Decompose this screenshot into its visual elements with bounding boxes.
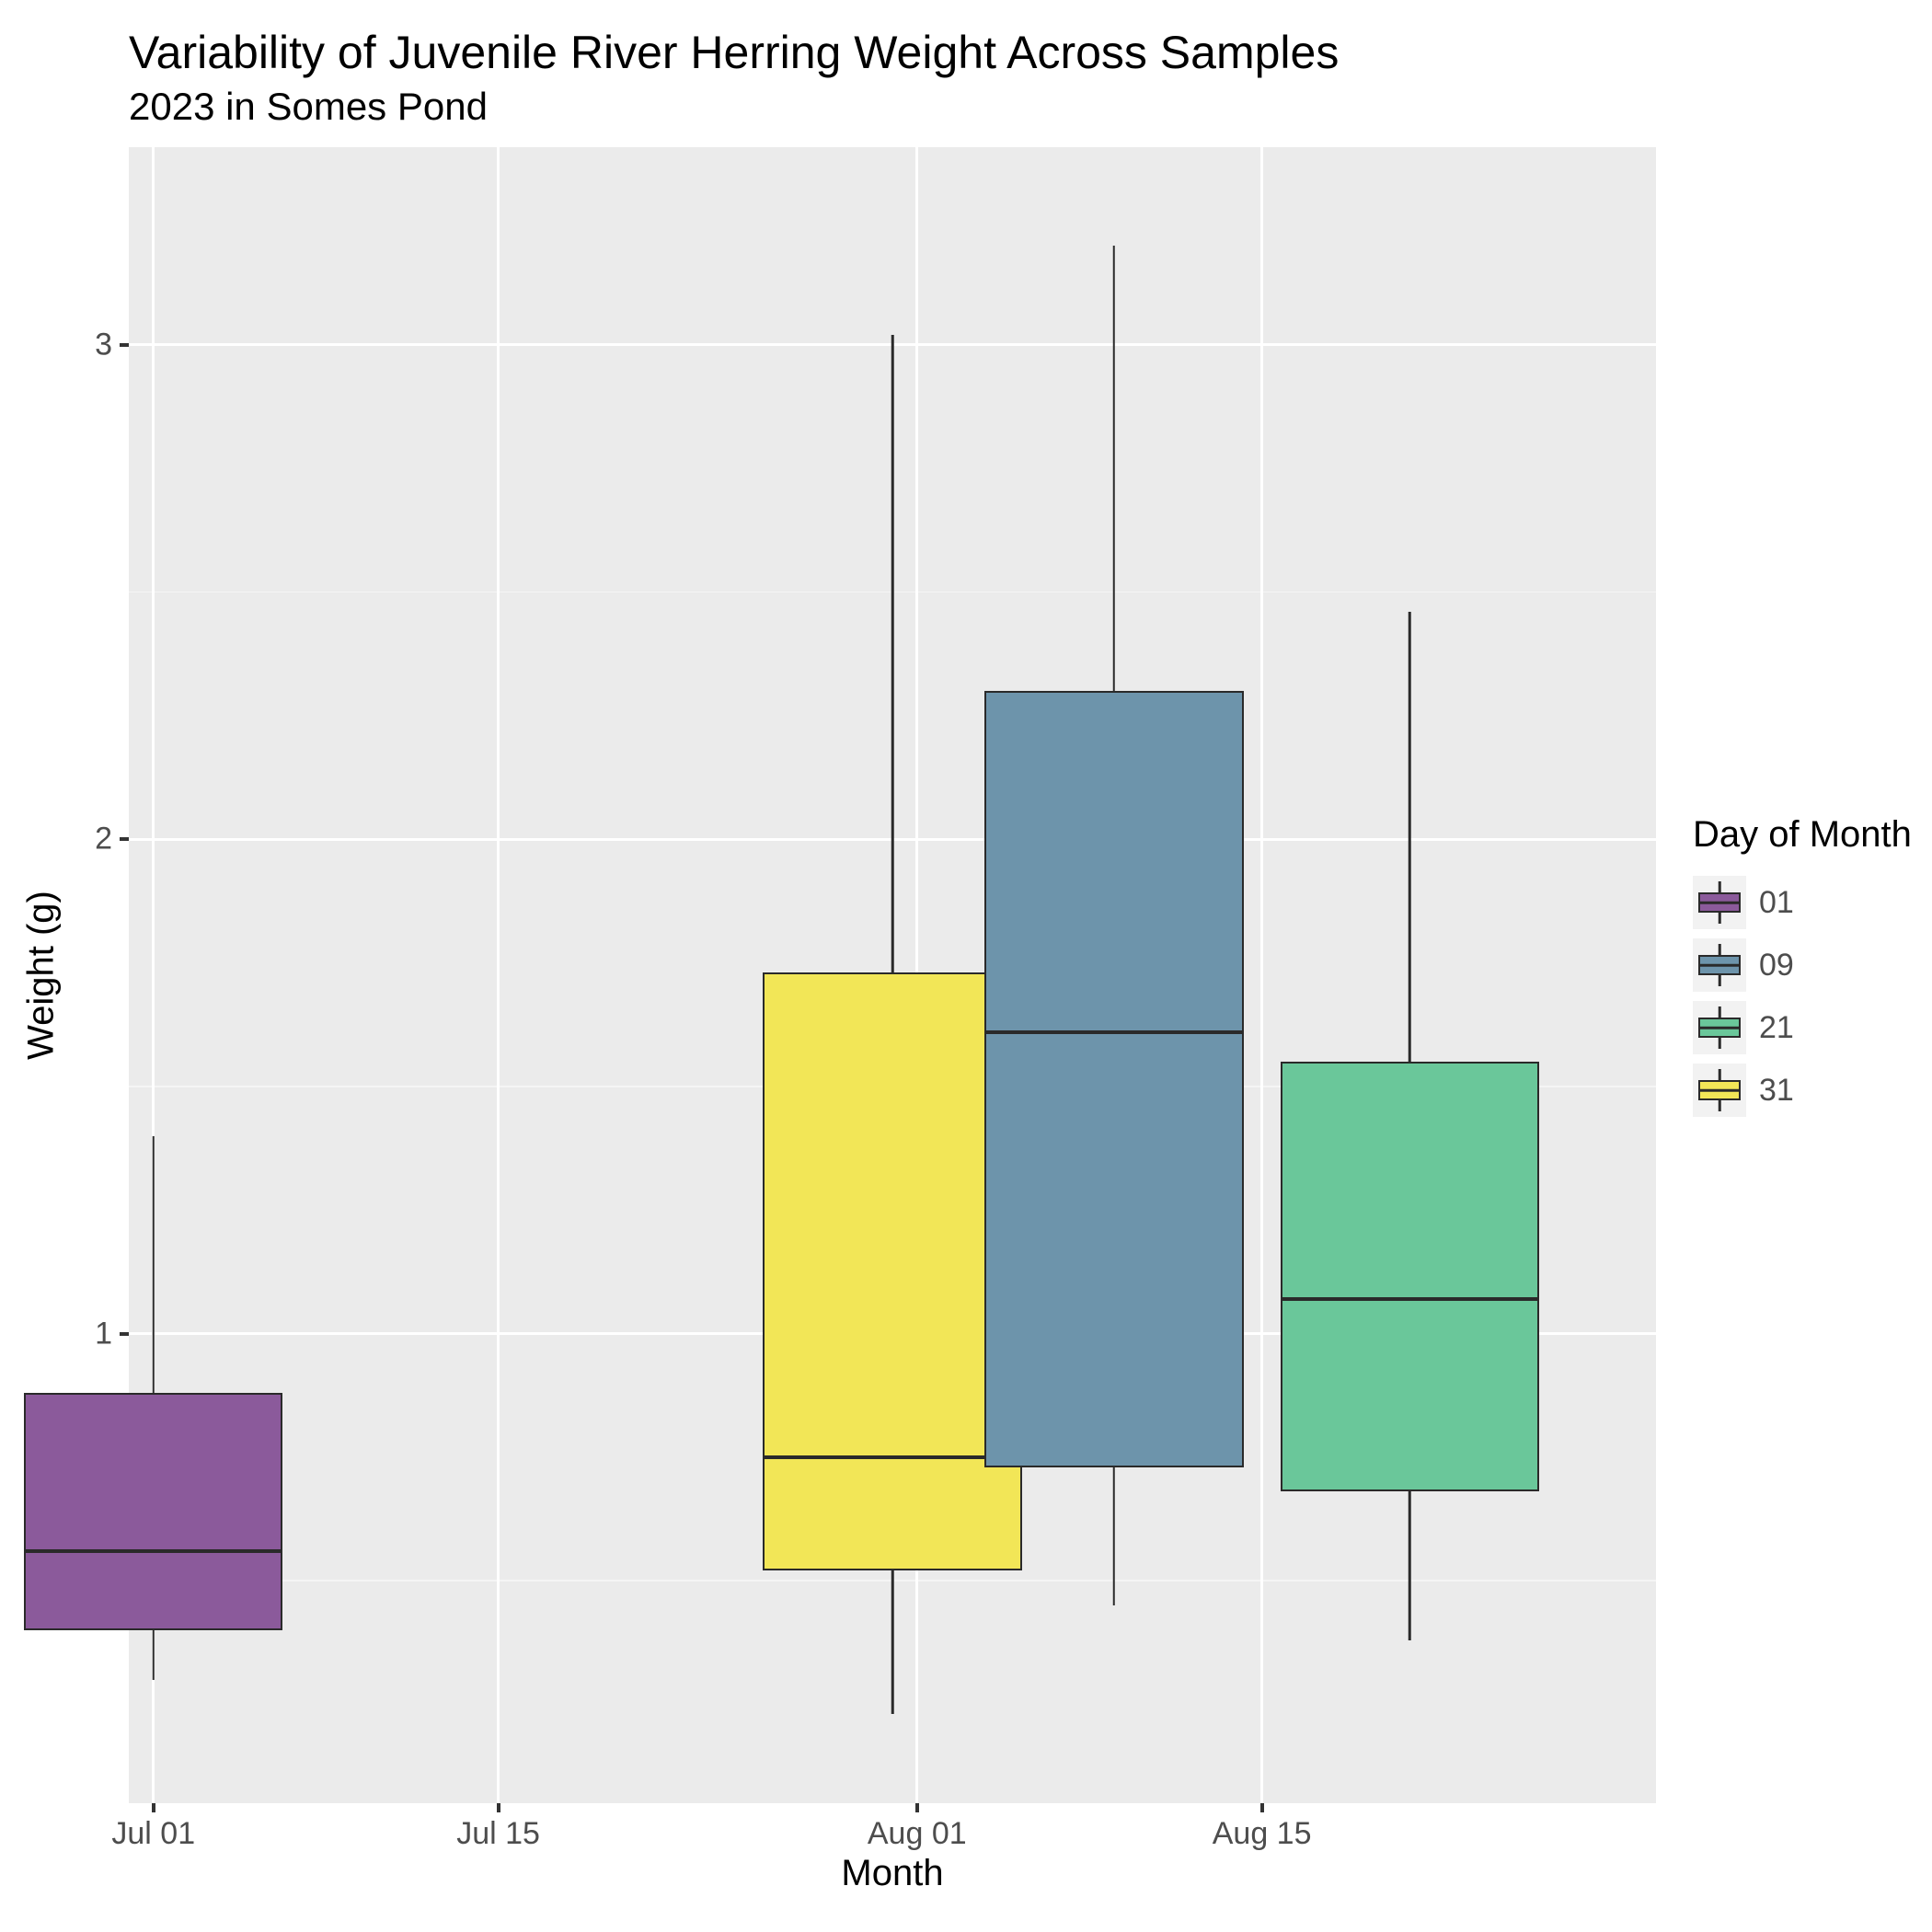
- y-tick-label: 1: [85, 1316, 112, 1351]
- x-tick-label: Jul 15: [456, 1816, 540, 1852]
- box-median: [24, 1549, 282, 1553]
- legend-item: 09: [1693, 938, 1912, 992]
- legend-item: 31: [1693, 1064, 1912, 1117]
- box-whisker-lower: [1113, 1467, 1116, 1605]
- x-tick-label: Aug 15: [1213, 1816, 1312, 1852]
- box-median: [763, 1455, 1021, 1459]
- y-tick: [120, 1332, 129, 1336]
- box: [984, 691, 1243, 1467]
- x-tick: [497, 1803, 500, 1812]
- legend-title: Day of Month: [1693, 814, 1912, 856]
- box: [1281, 1062, 1539, 1491]
- legend-label: 21: [1759, 1010, 1794, 1046]
- x-tick-label: Aug 01: [868, 1816, 967, 1852]
- box-whisker-lower: [153, 1630, 155, 1680]
- x-tick: [1260, 1803, 1264, 1812]
- gridline-v: [1260, 147, 1263, 1803]
- chart-subtitle: 2023 in Somes Pond: [129, 85, 488, 129]
- y-axis-title: Weight (g): [21, 891, 63, 1060]
- box-whisker-lower: [1409, 1491, 1411, 1639]
- gridline-v: [497, 147, 500, 1803]
- x-tick: [915, 1803, 919, 1812]
- legend-key: [1693, 1064, 1746, 1117]
- chart-title: Variability of Juvenile River Herring We…: [129, 26, 1339, 79]
- y-tick: [120, 343, 129, 347]
- x-axis-title: Month: [841, 1853, 943, 1894]
- box-whisker-upper: [1113, 246, 1116, 691]
- legend: Day of Month 01 09 21 31: [1693, 814, 1912, 1126]
- box-median: [984, 1030, 1243, 1034]
- box-whisker-upper: [1409, 612, 1411, 1062]
- y-tick-label: 3: [85, 327, 112, 362]
- legend-key: [1693, 876, 1746, 929]
- legend-key: [1693, 938, 1746, 992]
- box-whisker-lower: [891, 1570, 894, 1714]
- legend-label: 31: [1759, 1073, 1794, 1109]
- box-whisker-upper: [153, 1136, 155, 1393]
- legend-item: 01: [1693, 876, 1912, 929]
- legend-item: 21: [1693, 1001, 1912, 1054]
- box-median: [1281, 1297, 1539, 1301]
- x-tick: [152, 1803, 155, 1812]
- legend-label: 09: [1759, 948, 1794, 983]
- box-whisker-upper: [891, 335, 894, 972]
- y-tick-label: 2: [85, 822, 112, 857]
- x-tick-label: Jul 01: [111, 1816, 195, 1852]
- y-tick: [120, 837, 129, 841]
- legend-label: 01: [1759, 885, 1794, 921]
- box: [763, 972, 1021, 1570]
- box: [24, 1393, 282, 1630]
- legend-key: [1693, 1001, 1746, 1054]
